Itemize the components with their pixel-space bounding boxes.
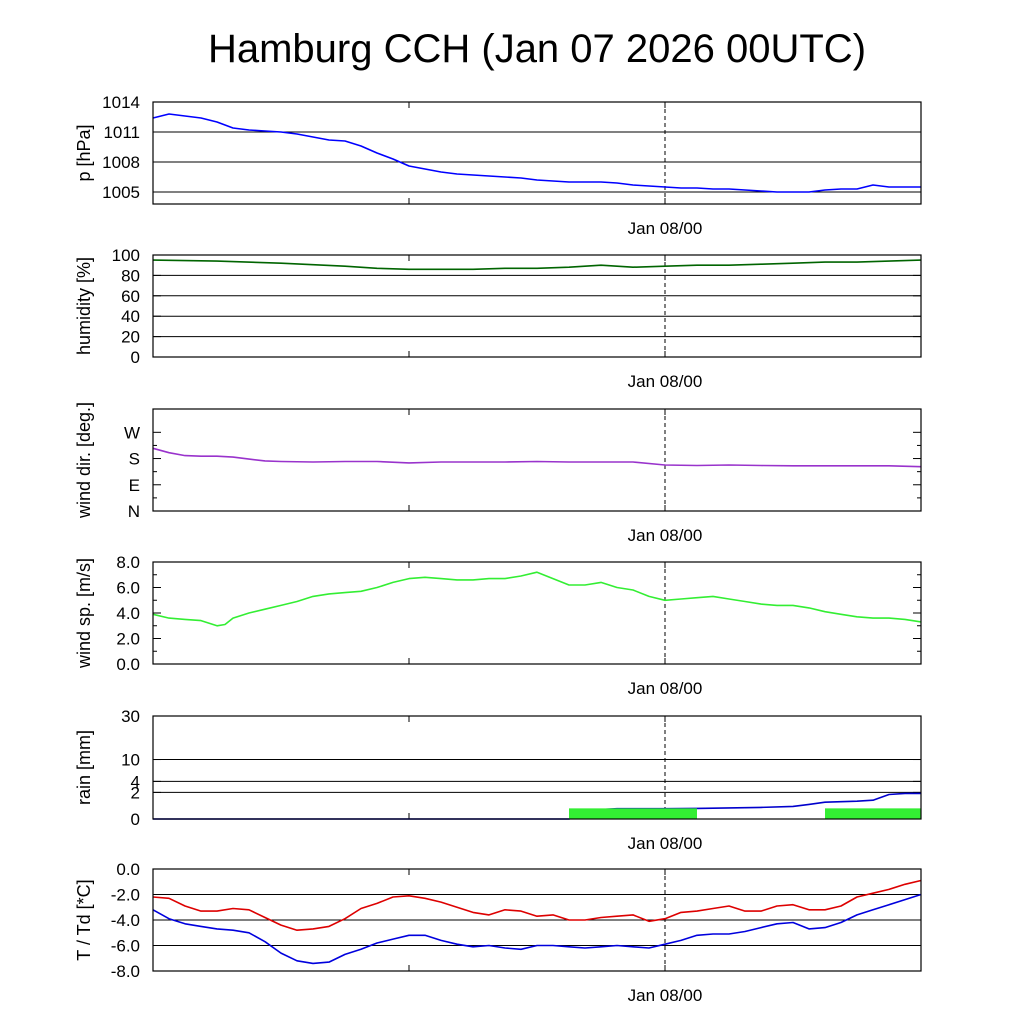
panel-frame (152, 254, 922, 358)
y-tick-label: E (129, 476, 140, 495)
panel-pressure: 1005 1008 1011 1014 p [hPa] Jan 08/00 (74, 93, 922, 238)
panel-temperature: -8.0 -6.0 -4.0 -2.0 0.0 T / Td [*C] Jan 08/00 (74, 860, 922, 1005)
y-tick-label: 1011 (103, 123, 140, 142)
series-line-wind-direction (152, 447, 922, 468)
series-line-t (152, 879, 922, 932)
y-tick-label: 60 (121, 287, 140, 306)
y-axis-label: humidity [%] (74, 257, 94, 355)
series-line-wind-speed (152, 571, 922, 627)
y-tick-label: 0.0 (116, 860, 140, 879)
y-axis-label: wind dir. [deg.] (74, 402, 94, 519)
panel-frame (152, 715, 922, 820)
y-tick-label: -6.0 (111, 937, 140, 956)
y-tick-label: N (128, 502, 140, 521)
x-time-label: Jan 08/00 (628, 372, 703, 391)
rain-bar (569, 808, 697, 819)
series-line-pressure (152, 113, 921, 193)
y-tick-label: 8.0 (116, 553, 140, 572)
y-tick-label: 4.0 (116, 604, 140, 623)
y-tick-label: 80 (121, 266, 140, 285)
rain-bar (825, 808, 921, 819)
y-tick-label: 6.0 (116, 579, 140, 598)
panel-wind_speed: 0.0 2.0 4.0 6.0 8.0 wind sp. [m/s] Jan 08/00 (74, 553, 922, 698)
series-line-accumulated-rain (153, 792, 921, 820)
y-tick-label: 10 (121, 751, 140, 770)
y-tick-label: W (124, 423, 140, 442)
panel-frame (152, 101, 922, 205)
y-axis-label: T / Td [*C] (74, 879, 94, 960)
y-tick-label: 40 (121, 307, 140, 326)
panel-frame (152, 408, 922, 512)
y-tick-label: S (129, 450, 140, 469)
y-tick-label: 2 (131, 783, 140, 802)
y-tick-label: 0 (131, 348, 140, 367)
x-time-label: Jan 08/00 (628, 834, 703, 853)
y-tick-label: 100 (112, 246, 140, 265)
x-time-label: Jan 08/00 (628, 219, 703, 238)
y-axis-label: p [hPa] (74, 124, 94, 181)
panel-frame (152, 868, 922, 972)
y-axis-label: rain [mm] (74, 730, 94, 805)
x-time-label: Jan 08/00 (628, 679, 703, 698)
x-time-label: Jan 08/00 (628, 526, 703, 545)
x-time-label: Jan 08/00 (628, 986, 703, 1005)
y-tick-label: 1014 (102, 93, 140, 112)
chart-title: Hamburg CCH (Jan 07 2026 00UTC) (208, 27, 866, 71)
y-tick-label: 0 (131, 810, 140, 829)
y-tick-label: -2.0 (111, 886, 140, 905)
y-tick-label: -8.0 (111, 962, 140, 981)
y-axis-label: wind sp. [m/s] (74, 558, 94, 669)
y-tick-label: -4.0 (111, 911, 140, 930)
y-tick-label: 1005 (102, 183, 140, 202)
y-tick-label: 4 (131, 772, 140, 791)
series-line-humidity (152, 259, 922, 271)
panel-rain: 0 24 10 30 rain [mm] Jan 08/00 (74, 707, 922, 853)
series-line-td (152, 893, 922, 965)
y-tick-label: 1008 (102, 153, 140, 172)
y-tick-label: 30 (121, 707, 140, 726)
y-tick-label: 2.0 (116, 630, 140, 649)
panel-frame (152, 561, 922, 665)
y-tick-label: 0.0 (116, 655, 140, 674)
y-tick-label: 20 (121, 328, 140, 347)
